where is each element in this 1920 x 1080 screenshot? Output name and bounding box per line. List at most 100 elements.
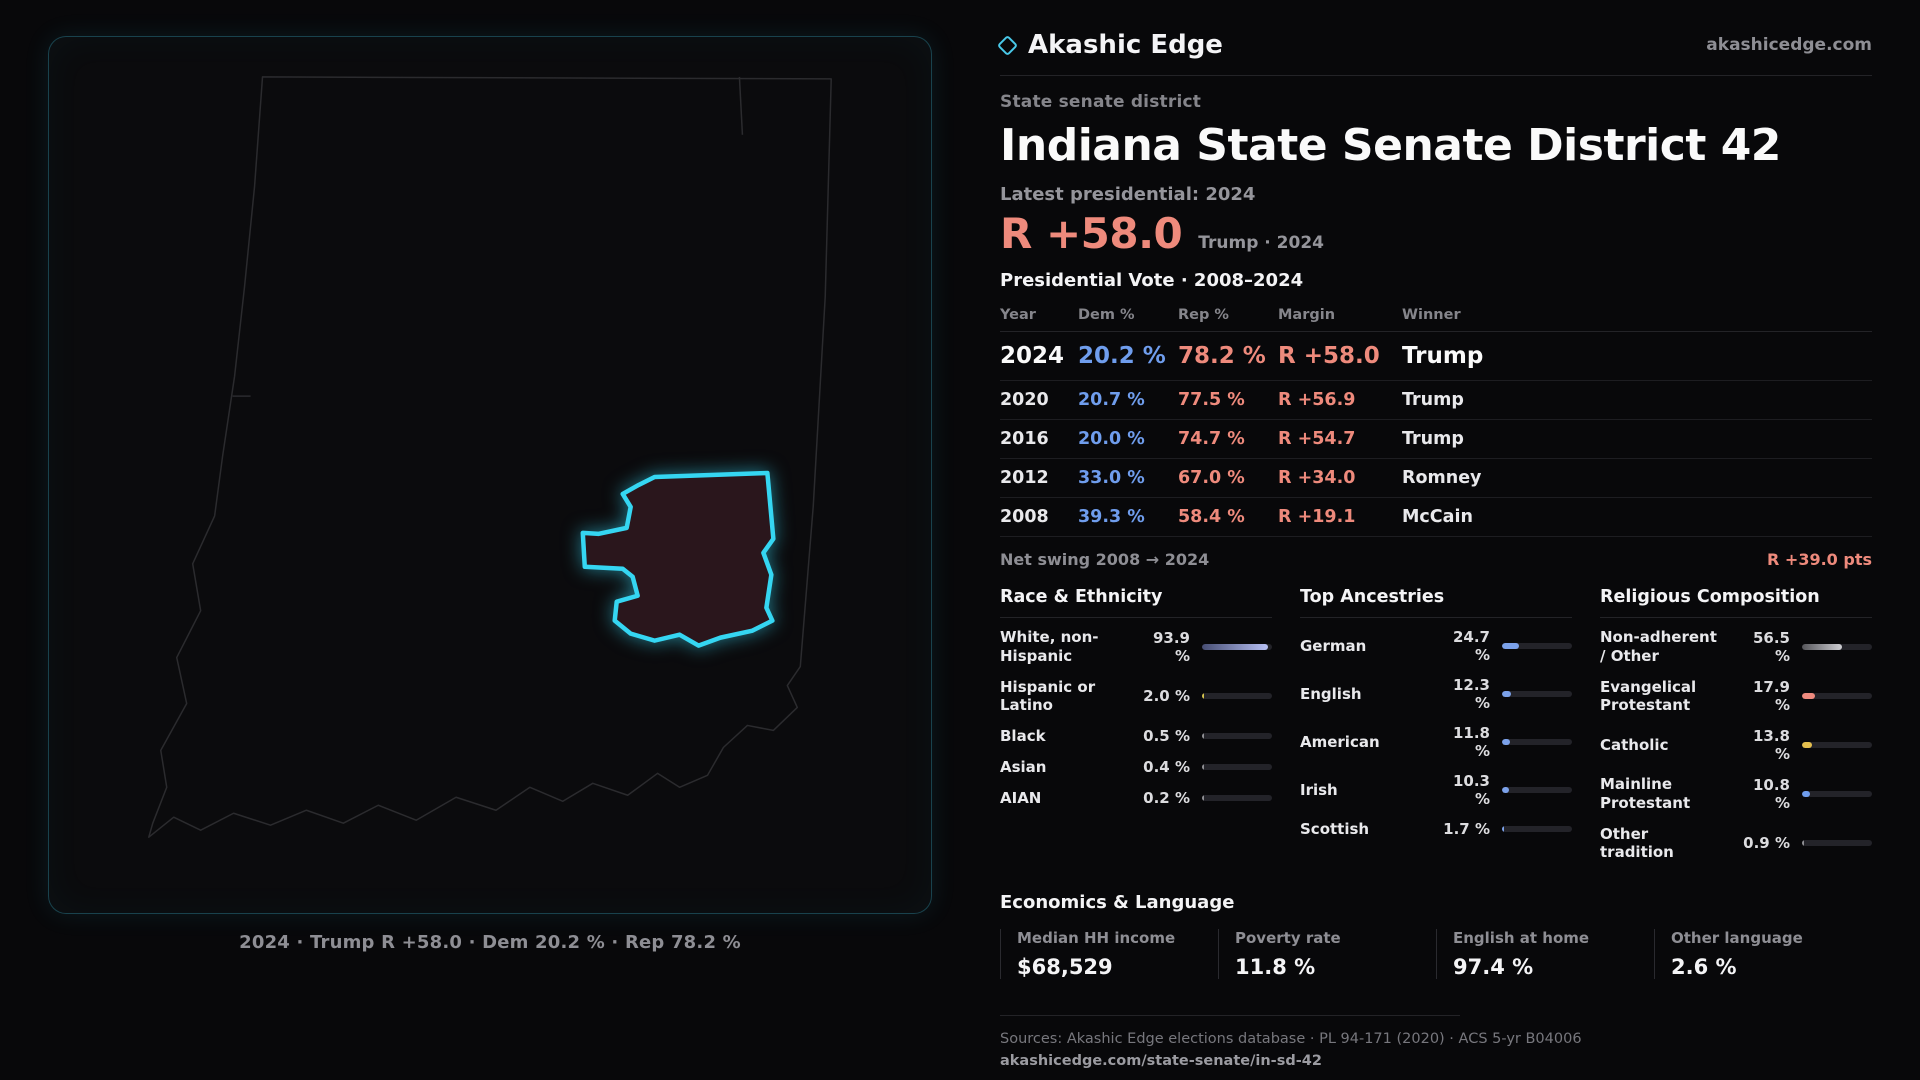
stat-poverty-rate: Poverty rate 11.8 % xyxy=(1218,929,1436,979)
dem-pct: 39.3 % xyxy=(1078,507,1145,527)
bar-track xyxy=(1502,826,1572,833)
demographics-grid: Race & Ethnicity White, non-Hispanic 93.… xyxy=(1000,587,1872,868)
demo-value: 17.9 % xyxy=(1752,678,1790,715)
vote-table: Year Dem % Rep % Margin Winner 2024 20.2… xyxy=(1000,299,1872,537)
economics-title: Economics & Language xyxy=(1000,892,1235,913)
bar-track xyxy=(1802,693,1872,700)
margin: R +58.0 xyxy=(1278,343,1380,369)
stat-label: Median HH income xyxy=(1017,929,1176,947)
bar-fill xyxy=(1202,794,1204,801)
demo-label: Evangelical Protestant xyxy=(1600,677,1697,715)
winner: Trump xyxy=(1402,390,1464,410)
bar-track xyxy=(1502,691,1572,697)
col-winner: Winner xyxy=(1402,307,1461,323)
rep-pct: 67.0 % xyxy=(1178,468,1245,488)
demo-value: 0.2 % xyxy=(1143,788,1190,807)
stat-value: 97.4 % xyxy=(1453,955,1534,979)
col-rep: Rep % xyxy=(1178,307,1229,323)
economics-stats: Median HH income $68,529 Poverty rate 11… xyxy=(1000,929,1872,979)
map-section: 2024 · Trump R +58.0 · Dem 20.2 % · Rep … xyxy=(48,36,932,953)
bar-fill xyxy=(1802,790,1810,797)
net-swing-row: Net swing 2008 → 2024 R +39.0 pts xyxy=(1000,550,1872,569)
bar-track xyxy=(1802,643,1872,650)
section-title: Top Ancestries xyxy=(1300,587,1572,618)
brand: Akashic Edge xyxy=(996,30,1223,60)
latest-presidential-label: Latest presidential: 2024 xyxy=(1000,184,1256,205)
bar-track xyxy=(1502,787,1572,793)
winner: Trump xyxy=(1402,429,1464,449)
demo-value: 24.7 % xyxy=(1452,628,1490,664)
demo-label: Irish xyxy=(1300,780,1338,799)
sources-line: Sources: Akashic Edge elections database… xyxy=(1000,1031,1582,1047)
demo-row: Asian 0.4 % xyxy=(1000,752,1272,783)
permalink[interactable]: akashicedge.com/state-senate/in-sd-42 xyxy=(1000,1053,1322,1069)
headline-margin-context: Trump · 2024 xyxy=(1198,233,1324,253)
bar-fill xyxy=(1502,739,1511,745)
demo-value: 0.5 % xyxy=(1143,727,1190,746)
brand-row: Akashic Edge akashicedge.com xyxy=(996,30,1872,76)
bar-track xyxy=(1202,693,1272,700)
brand-name: Akashic Edge xyxy=(1028,30,1223,60)
vote-table-title: Presidential Vote · 2008–2024 xyxy=(1000,270,1304,291)
demo-row: Irish 10.3 % xyxy=(1300,766,1572,814)
bar-fill xyxy=(1802,742,1812,748)
demo-row: American 11.8 % xyxy=(1300,718,1572,766)
bar-fill xyxy=(1502,787,1510,793)
bar-track xyxy=(1802,840,1872,847)
demo-label: Black xyxy=(1000,727,1046,745)
bar-track xyxy=(1802,742,1872,748)
col-year: Year xyxy=(1000,307,1036,323)
winner: Trump xyxy=(1402,343,1484,369)
dem-pct: 20.2 % xyxy=(1078,343,1166,369)
col-dem: Dem % xyxy=(1078,307,1135,323)
bar-fill xyxy=(1502,691,1511,697)
stat-label: Other language xyxy=(1671,929,1803,947)
bar-fill xyxy=(1202,643,1268,650)
stat-value: 11.8 % xyxy=(1235,955,1316,979)
stat-other-language: Other language 2.6 % xyxy=(1654,929,1872,979)
demo-value: 13.8 % xyxy=(1752,727,1790,763)
demo-row: Hispanic or Latino 2.0 % xyxy=(1000,672,1272,722)
demo-row: Evangelical Protestant 17.9 % xyxy=(1600,672,1872,722)
site-link[interactable]: akashicedge.com xyxy=(1706,35,1872,55)
year: 2012 xyxy=(1000,468,1049,488)
demo-label: American xyxy=(1300,732,1380,751)
dem-pct: 20.7 % xyxy=(1078,390,1145,410)
footer-divider xyxy=(1000,1015,1460,1016)
demo-row: German 24.7 % xyxy=(1300,622,1572,670)
bar-fill xyxy=(1802,840,1804,847)
indiana-map xyxy=(148,76,832,838)
dem-pct: 20.0 % xyxy=(1078,429,1145,449)
bar-track xyxy=(1202,794,1272,801)
demo-value: 56.5 % xyxy=(1752,628,1790,665)
demo-value: 1.7 % xyxy=(1443,820,1490,839)
demo-row: AIAN 0.2 % xyxy=(1000,783,1272,814)
demo-value: 10.3 % xyxy=(1452,772,1490,808)
bar-fill xyxy=(1502,826,1504,833)
demo-label: English xyxy=(1300,684,1362,703)
demo-label: Scottish xyxy=(1300,820,1370,838)
demo-label: Asian xyxy=(1000,757,1047,776)
bar-fill xyxy=(1502,643,1520,649)
margin: R +54.7 xyxy=(1278,429,1356,449)
demo-label: Non-adherent / Other xyxy=(1600,628,1717,665)
headline-margin-row: R +58.0 Trump · 2024 xyxy=(1000,209,1872,258)
data-column: Akashic Edge akashicedge.com State senat… xyxy=(980,0,1920,1080)
district-42-shape[interactable] xyxy=(580,470,776,648)
bar-track xyxy=(1502,739,1572,745)
diamond-icon xyxy=(996,34,1019,56)
headline-margin: R +58.0 xyxy=(1000,209,1183,258)
map-caption: 2024 · Trump R +58.0 · Dem 20.2 % · Rep … xyxy=(239,932,741,953)
demo-row: Non-adherent / Other 56.5 % xyxy=(1600,622,1872,672)
rep-pct: 78.2 % xyxy=(1178,343,1266,369)
demo-value: 12.3 % xyxy=(1452,676,1490,712)
demo-row: English 12.3 % xyxy=(1300,670,1572,718)
stat-value: 2.6 % xyxy=(1671,955,1737,979)
rep-pct: 74.7 % xyxy=(1178,429,1245,449)
demo-row: Catholic 13.8 % xyxy=(1600,721,1872,769)
bar-track xyxy=(1802,790,1872,797)
winner: McCain xyxy=(1402,507,1473,527)
demo-row: Scottish 1.7 % xyxy=(1300,814,1572,845)
margin: R +56.9 xyxy=(1278,390,1356,410)
dem-pct: 33.0 % xyxy=(1078,468,1145,488)
